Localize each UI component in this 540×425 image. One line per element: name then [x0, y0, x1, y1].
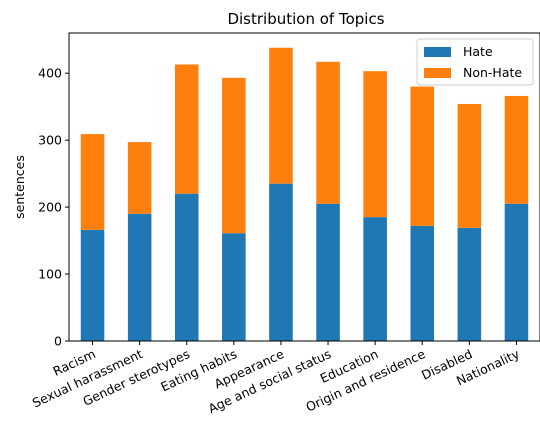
bar-hate-5	[316, 203, 340, 341]
y-tick-label-2: 200	[38, 200, 62, 215]
y-tick-label-1: 100	[38, 267, 62, 282]
bar-non-hate-1	[127, 142, 152, 214]
bar-non-hate-8	[457, 103, 482, 228]
bar-hate-7	[410, 225, 435, 341]
plot-frame	[68, 32, 540, 342]
bar-hate-2	[174, 193, 199, 341]
bar-non-hate-4	[269, 47, 293, 184]
bar-non-hate-6	[363, 71, 387, 218]
bar-hate-0	[80, 229, 105, 341]
bar-hate-6	[363, 217, 387, 341]
y-axis: 0 100 200 300 400	[38, 66, 69, 349]
bar-non-hate-3	[222, 77, 246, 234]
legend-label-non-hate: Non-Hate	[463, 65, 522, 80]
bar-non-hate-7	[410, 86, 435, 226]
bar-non-hate-9	[504, 95, 529, 204]
legend-swatch-hate	[424, 47, 451, 57]
chart-title: Distribution of Topics	[227, 10, 384, 28]
bar-hate-9	[504, 203, 529, 341]
y-tick-label-4: 400	[38, 66, 62, 81]
plot-area	[80, 47, 529, 341]
bar-non-hate-5	[316, 61, 340, 204]
bar-hate-3	[222, 233, 246, 341]
y-tick-label-3: 300	[38, 133, 62, 148]
legend-swatch-non-hate	[424, 68, 451, 78]
legend-label-hate: Hate	[463, 44, 493, 59]
legend: Hate Non-Hate	[416, 38, 534, 86]
bar-non-hate-0	[80, 134, 105, 230]
bar-non-hate-2	[174, 64, 199, 194]
bar-hate-8	[457, 227, 482, 341]
y-axis-label: sentences	[12, 155, 27, 219]
bar-hate-1	[127, 213, 152, 341]
y-tick-label-0: 0	[54, 334, 62, 349]
bar-hate-4	[269, 183, 293, 341]
